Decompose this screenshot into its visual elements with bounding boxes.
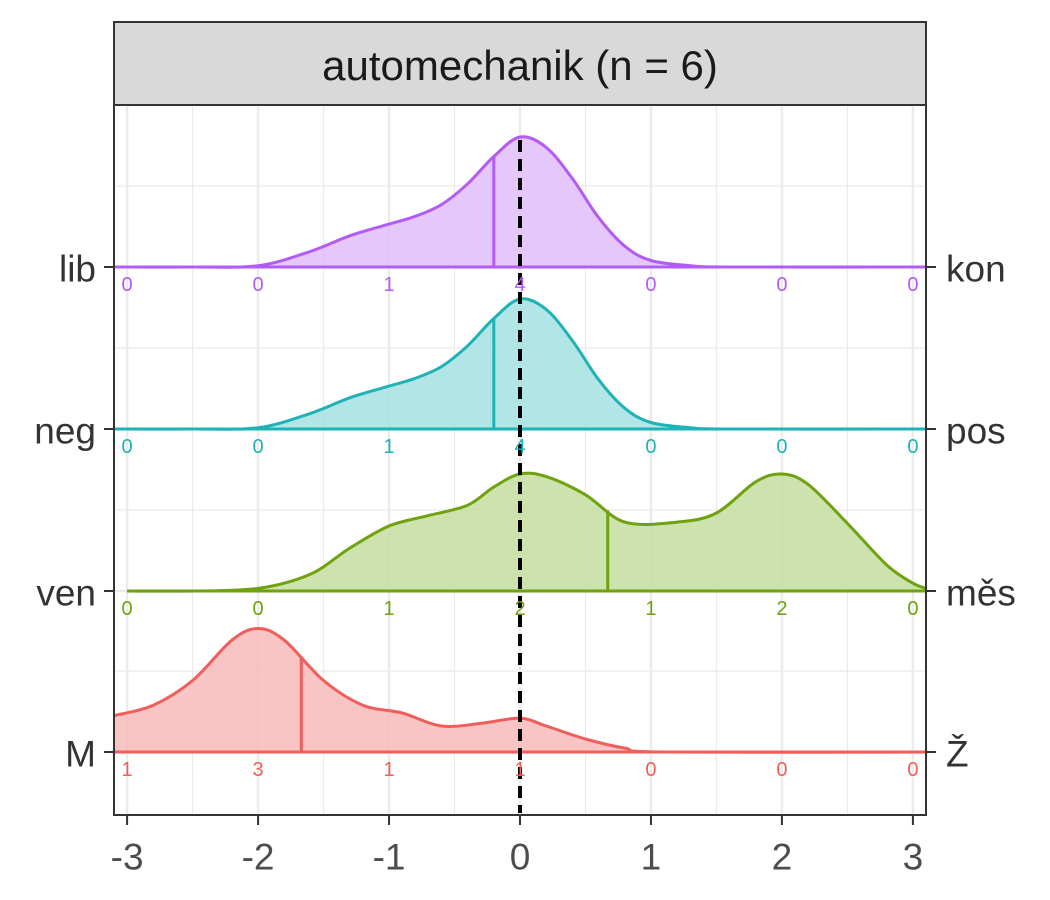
facet-strip: automechanik (n = 6) <box>113 21 927 106</box>
density-curve <box>113 135 927 269</box>
count-label: 1 <box>514 759 525 781</box>
density-area <box>127 473 927 592</box>
count-label: 0 <box>122 436 133 458</box>
y-tick-label-left: M <box>65 734 96 775</box>
count-label: 4 <box>514 436 525 458</box>
y-tick-label-left: neg <box>34 411 96 452</box>
facet-title: automechanik (n = 6) <box>322 42 718 89</box>
density-curve <box>113 297 927 431</box>
x-tick-label: 3 <box>903 837 924 878</box>
count-label: 2 <box>514 598 525 620</box>
facet-strip-background <box>113 21 927 106</box>
x-tick-label: -1 <box>373 837 406 878</box>
y-tick-label-left: lib <box>59 249 96 290</box>
count-label: 0 <box>253 274 264 296</box>
y-tick-label-right: měs <box>946 573 1016 614</box>
y-tick-label-right: kon <box>946 249 1006 290</box>
count-label: 1 <box>645 598 656 620</box>
x-tick-label: -3 <box>111 837 144 878</box>
x-tick-label: -2 <box>242 837 275 878</box>
count-label: 0 <box>907 759 918 781</box>
count-label: 1 <box>383 274 394 296</box>
count-label: 0 <box>907 598 918 620</box>
count-label: 0 <box>776 759 787 781</box>
density-curve <box>113 626 927 754</box>
x-tick-label: 0 <box>510 837 531 878</box>
count-label: 0 <box>253 598 264 620</box>
count-label: 0 <box>122 274 133 296</box>
x-axis: -3 -2 -1 0 1 2 3 <box>111 815 924 878</box>
count-label: 0 <box>907 274 918 296</box>
density-curve <box>127 471 927 593</box>
count-label: 0 <box>776 436 787 458</box>
count-label: 0 <box>907 436 918 458</box>
count-label: 0 <box>645 274 656 296</box>
count-label: 1 <box>383 759 394 781</box>
y-tick-label-right: Ž <box>946 734 969 775</box>
count-label: 1 <box>383 598 394 620</box>
y-axis-right: kon pos měs Ž <box>926 249 1016 775</box>
y-tick-label-left: ven <box>36 573 96 614</box>
count-label: 4 <box>514 274 525 296</box>
count-label: 0 <box>122 598 133 620</box>
count-label: 3 <box>253 759 264 781</box>
count-label: 0 <box>776 274 787 296</box>
y-axis-left: lib neg ven M <box>34 249 114 775</box>
count-label: 1 <box>122 759 133 781</box>
x-tick-label: 1 <box>641 837 662 878</box>
count-label: 2 <box>776 598 787 620</box>
count-label: 0 <box>645 436 656 458</box>
x-tick-label: 2 <box>772 837 793 878</box>
density-area <box>114 298 926 430</box>
count-label: 0 <box>645 759 656 781</box>
count-label: 0 <box>253 436 264 458</box>
ridge-ven-měs <box>127 471 927 593</box>
count-label: 1 <box>383 436 394 458</box>
density-area <box>114 628 926 753</box>
count-labels: 0 0 1 4 0 0 0 0 0 1 4 0 0 0 0 0 1 2 1 2 0 1 3 1 1 0 0 0 <box>122 274 919 781</box>
y-tick-label-right: pos <box>946 411 1006 452</box>
